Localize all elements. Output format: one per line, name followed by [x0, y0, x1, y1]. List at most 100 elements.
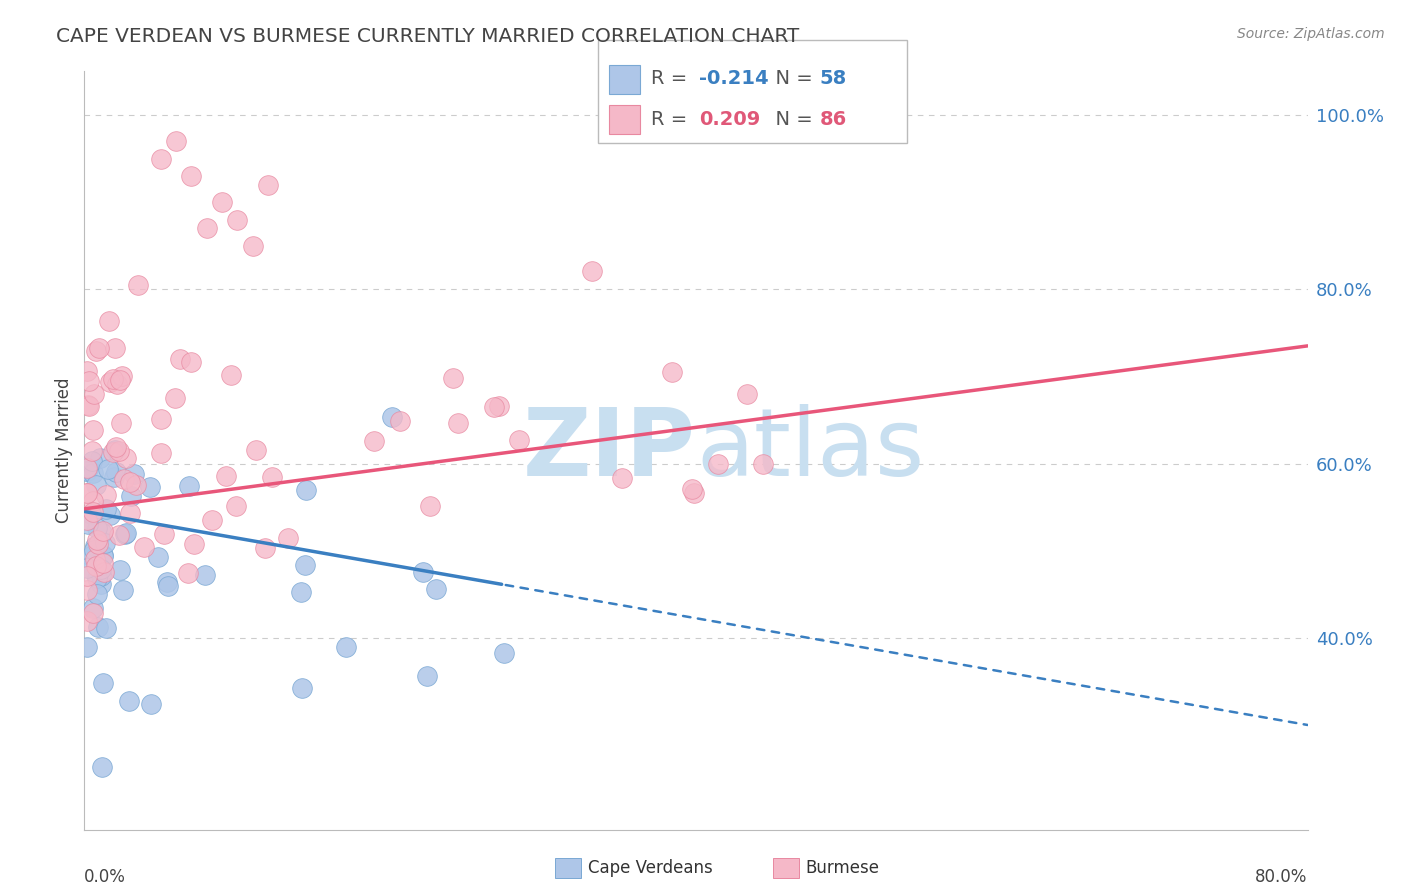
Point: [80, 507, 103, 521]
Point: [156, 574, 179, 589]
Point: [115, 451, 138, 466]
Text: Burmese: Burmese: [806, 859, 880, 877]
Point: [110, 416, 132, 430]
Point: [183, 537, 205, 551]
Point: [86, 587, 108, 601]
Point: [108, 528, 131, 542]
Point: [76, 464, 98, 478]
Point: [79, 549, 101, 564]
Point: [277, 531, 299, 545]
FancyBboxPatch shape: [555, 858, 581, 878]
Point: [120, 489, 142, 503]
Point: [76, 485, 98, 500]
Point: [165, 392, 187, 406]
Point: [149, 152, 172, 166]
Point: [416, 668, 439, 682]
Text: 86: 86: [820, 110, 846, 129]
Point: [111, 368, 134, 383]
Point: [257, 178, 280, 192]
Point: [86, 478, 108, 492]
Point: [661, 365, 683, 379]
Point: [215, 468, 238, 483]
Point: [581, 263, 603, 277]
Point: [115, 526, 138, 541]
Point: [86, 571, 108, 585]
Point: [93, 548, 115, 562]
Text: 58: 58: [820, 69, 846, 88]
FancyBboxPatch shape: [598, 40, 907, 143]
Point: [90, 569, 112, 583]
Point: [82, 493, 104, 508]
Point: [683, 485, 706, 500]
Point: [91, 675, 114, 690]
Point: [176, 566, 198, 580]
Point: [124, 477, 146, 491]
Point: [80, 444, 103, 458]
Point: [91, 760, 114, 774]
Point: [97, 314, 120, 328]
Point: [219, 368, 242, 382]
Text: Source: ZipAtlas.com: Source: ZipAtlas.com: [1237, 27, 1385, 41]
Point: [91, 524, 114, 538]
Point: [180, 169, 202, 183]
Point: [165, 134, 187, 148]
Point: [118, 694, 141, 708]
Text: Cape Verdeans: Cape Verdeans: [588, 859, 713, 877]
Point: [76, 464, 98, 478]
Point: [83, 539, 105, 553]
Point: [82, 423, 104, 437]
FancyBboxPatch shape: [773, 858, 799, 878]
Point: [90, 562, 112, 576]
Point: [381, 410, 404, 425]
Point: [118, 475, 141, 490]
Point: [225, 499, 247, 513]
Point: [139, 480, 162, 494]
Point: [86, 521, 108, 535]
Point: [94, 535, 117, 549]
Point: [98, 508, 121, 523]
Point: [139, 697, 162, 711]
Point: [101, 445, 124, 459]
Point: [97, 461, 120, 475]
Point: [104, 442, 127, 457]
Point: [508, 433, 530, 447]
Text: ZIP: ZIP: [523, 404, 696, 497]
Point: [82, 606, 104, 620]
Point: [295, 483, 318, 497]
Point: [82, 467, 104, 481]
Point: [76, 486, 98, 500]
Point: [98, 375, 121, 389]
Point: [412, 566, 434, 580]
Text: N =: N =: [763, 110, 820, 129]
Point: [87, 342, 110, 356]
Point: [294, 558, 316, 573]
Point: [735, 387, 758, 401]
Point: [86, 533, 108, 547]
Text: 80.0%: 80.0%: [1256, 869, 1308, 887]
Point: [447, 416, 470, 430]
Point: [80, 454, 103, 468]
Point: [157, 579, 180, 593]
Point: [76, 364, 98, 378]
Point: [84, 551, 107, 566]
Point: [84, 343, 107, 358]
Point: [146, 549, 169, 564]
Point: [260, 469, 283, 483]
Point: [83, 542, 105, 557]
Point: [79, 399, 101, 413]
Point: [76, 398, 98, 412]
Text: -0.214: -0.214: [699, 69, 769, 88]
Point: [82, 601, 104, 615]
Point: [120, 507, 142, 521]
Text: N =: N =: [763, 69, 820, 88]
Point: [681, 482, 703, 496]
Point: [226, 212, 249, 227]
Point: [108, 563, 131, 577]
Point: [82, 505, 104, 519]
Point: [180, 355, 202, 369]
FancyBboxPatch shape: [609, 105, 640, 134]
Point: [194, 567, 217, 582]
Point: [425, 582, 447, 596]
Point: [104, 341, 127, 355]
Point: [150, 446, 173, 460]
